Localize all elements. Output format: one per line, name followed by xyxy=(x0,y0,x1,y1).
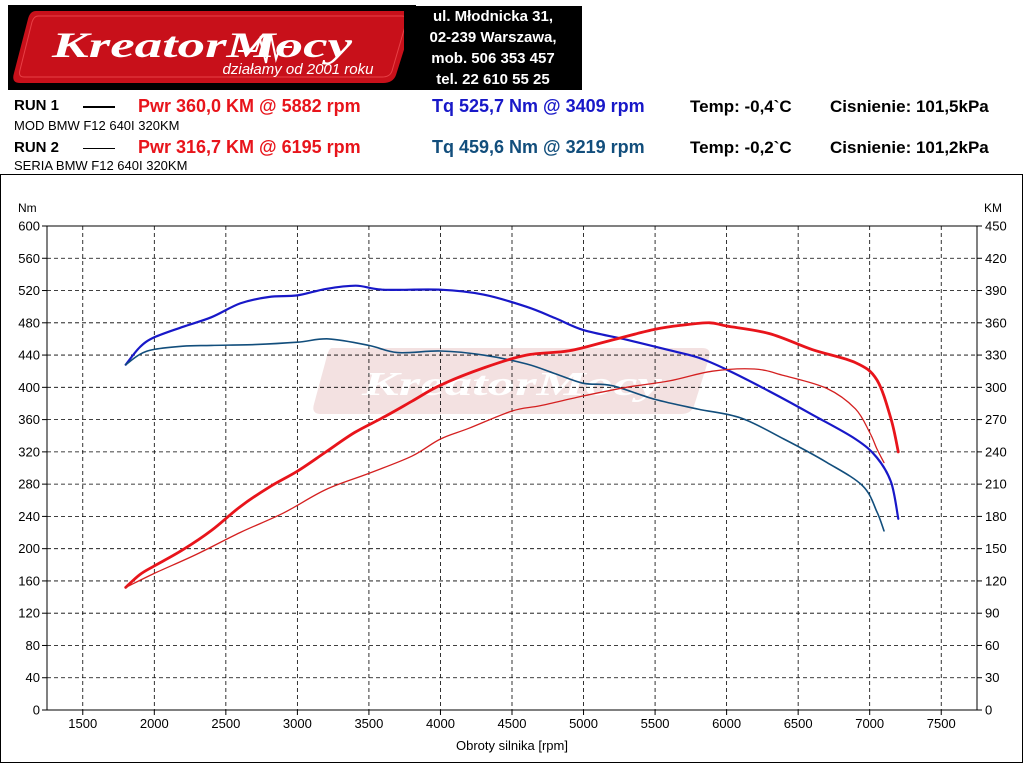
run2-description: SERIA BMW F12 640I 320KM xyxy=(14,158,188,173)
y-right-tick-label: 270 xyxy=(985,412,1007,427)
run1-pressure: Cisnienie: 101,5kPa xyxy=(830,97,989,116)
dyno-chart-svg: KreatorMocy 1500 2000 2500 3000 3500 4000 4500… xyxy=(0,174,1023,763)
x-tick-label: 3500 xyxy=(354,716,383,731)
y-right-tick-label: 360 xyxy=(985,315,1007,330)
y-right-tick-label: 180 xyxy=(985,509,1007,524)
run1-legend-line xyxy=(83,106,115,108)
y-right-tick-label: 0 xyxy=(985,703,992,718)
x-tick-label: 1500 xyxy=(68,716,97,731)
run1-label: RUN 1 xyxy=(14,97,60,114)
run1-description: MOD BMW F12 640I 320KM xyxy=(14,118,180,133)
y-left-tick-label: 520 xyxy=(18,283,40,298)
run2-torque: Tq 459,6 Nm @ 3219 rpm xyxy=(432,137,645,157)
x-tick-label: 7500 xyxy=(927,716,956,731)
y-axis-right-label: KM xyxy=(984,201,1002,215)
address-street: ul. Młodnicka 31, xyxy=(432,8,554,25)
run2-power-line xyxy=(125,368,885,589)
series-group xyxy=(124,284,900,589)
run2-legend-line xyxy=(83,148,115,149)
y-left-tick-label: 480 xyxy=(18,315,40,330)
y-left-tick-label: 400 xyxy=(18,380,40,395)
y-right-tick-label: 330 xyxy=(985,348,1007,363)
x-tick-label: 7000 xyxy=(855,716,884,731)
y-right-tick-label: 240 xyxy=(985,444,1007,459)
logo: KreatorMocy działamy od 2001 roku xyxy=(8,5,416,90)
address-city: 02-239 Warszawa, xyxy=(429,29,557,46)
y-left-tick-label: 40 xyxy=(26,670,40,685)
x-tick-label: 5500 xyxy=(641,716,670,731)
x-tick-label: 5000 xyxy=(569,716,598,731)
x-tick-label: 6500 xyxy=(784,716,813,731)
y-right-tick-label: 150 xyxy=(985,541,1007,556)
chart-frame xyxy=(0,174,1023,763)
grid xyxy=(47,226,977,710)
run1-power: Pwr 360,0 KM @ 5882 rpm xyxy=(138,96,361,116)
y-left-tick-label: 120 xyxy=(18,606,40,621)
y-right-tick-label: 30 xyxy=(985,670,999,685)
x-tick-label: 2500 xyxy=(211,716,240,731)
y-left-tick-label: 280 xyxy=(18,477,40,492)
run1-power-line xyxy=(124,321,900,589)
run2-pressure: Cisnienie: 101,2kPa xyxy=(830,138,989,157)
y-right-tick-label: 210 xyxy=(985,477,1007,492)
address-phone: tel. 22 610 55 25 xyxy=(436,71,550,88)
x-tick-label: 2000 xyxy=(140,716,169,731)
y-left-tick-label: 80 xyxy=(26,638,40,653)
x-tick-label: 4500 xyxy=(498,716,527,731)
y-right-tick-label: 300 xyxy=(985,380,1007,395)
run2-label: RUN 2 xyxy=(14,139,60,156)
x-tick-label: 3000 xyxy=(283,716,312,731)
x-tick-label: 6000 xyxy=(712,716,741,731)
y-right-tick-label: 60 xyxy=(985,638,999,653)
x-tick-label: 4000 xyxy=(426,716,455,731)
y-left-tick-label: 240 xyxy=(18,509,40,524)
run1-temperature: Temp: -0,4`C xyxy=(690,97,792,116)
y-left-tick-label: 320 xyxy=(18,444,40,459)
logo-brand: KreatorMocy xyxy=(50,25,353,65)
y-left-tick-label: 160 xyxy=(18,573,40,588)
y-right-tick-label: 120 xyxy=(985,573,1007,588)
logo-tagline: działamy od 2001 roku xyxy=(223,61,375,78)
y-right-tick-label: 90 xyxy=(985,606,999,621)
address-block: ul. Młodnicka 31, 02-239 Warszawa, mob. … xyxy=(404,6,582,90)
run2-temperature: Temp: -0,2`C xyxy=(690,138,792,157)
y-axis-left-label: Nm xyxy=(18,201,37,215)
run2-power: Pwr 316,7 KM @ 6195 rpm xyxy=(138,137,361,157)
y-left-tick-label: 200 xyxy=(18,541,40,556)
y-left-tick-label: 600 xyxy=(18,219,40,234)
ticks: 1500 2000 2500 3000 3500 4000 4500 5000 5500 6000… xyxy=(18,219,1006,732)
y-left-tick-label: 0 xyxy=(33,703,40,718)
dyno-chart: KreatorMocy 1500 2000 2500 3000 3500 4000 4500… xyxy=(0,174,1024,768)
y-left-tick-label: 440 xyxy=(18,348,40,363)
run1-torque: Tq 525,7 Nm @ 3409 rpm xyxy=(432,96,645,116)
y-right-tick-label: 420 xyxy=(985,251,1007,266)
y-right-tick-label: 450 xyxy=(985,219,1007,234)
y-left-tick-label: 360 xyxy=(18,412,40,427)
y-left-tick-label: 560 xyxy=(18,251,40,266)
run1-torque-line xyxy=(124,284,900,520)
address-mobile: mob. 506 353 457 xyxy=(431,50,555,67)
x-axis-label: Obroty silnika [rpm] xyxy=(456,738,568,753)
y-right-tick-label: 390 xyxy=(985,283,1007,298)
